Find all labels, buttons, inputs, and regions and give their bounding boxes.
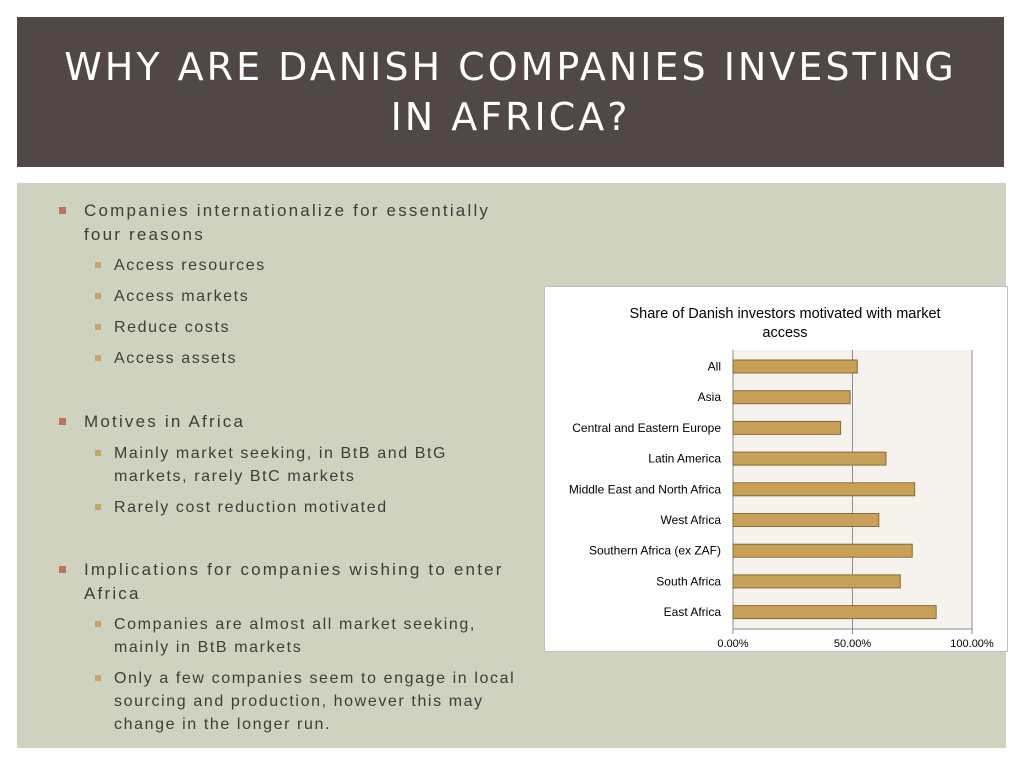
bullet-text: Motives in Africa — [84, 412, 246, 431]
category-label: Southern Africa (ex ZAF) — [589, 544, 721, 558]
bar — [732, 451, 887, 466]
bullet-text: Reduce costs — [114, 319, 231, 336]
chart-container: Share of Danish investors motivated with… — [544, 286, 1008, 652]
plot-area: 0.00% 50.00% 100.00% All Asia Central and Eas… — [569, 350, 994, 650]
square-bullet-icon — [95, 621, 101, 627]
square-bullet-icon — [59, 207, 66, 214]
bar — [732, 482, 916, 497]
bar — [732, 420, 842, 435]
square-bullet-icon — [95, 504, 101, 510]
category-label: West Africa — [661, 513, 722, 527]
bar — [732, 513, 880, 527]
bullet-level2: Access assets — [57, 347, 527, 370]
bullet-level1: Implications for companies wishing to en… — [57, 558, 527, 606]
category-label: Asia — [698, 390, 722, 404]
chart-title-line: Share of Danish investors motivated with… — [629, 306, 940, 322]
slide-title: WHY ARE DANISH COMPANIES INVESTING IN AF… — [64, 45, 957, 139]
title-bar: WHY ARE DANISH COMPANIES INVESTING IN AF… — [17, 17, 1004, 167]
bar — [732, 574, 901, 589]
bullet-text: Access resources — [114, 257, 266, 274]
bar — [732, 605, 937, 620]
bullet-text: Only a few companies seem to engage in l… — [114, 670, 516, 733]
bullet-level2: Companies are almost all market seeking,… — [57, 613, 527, 659]
bullet-text: Rarely cost reduction motivated — [114, 499, 388, 516]
x-tick-label: 50.00% — [834, 638, 872, 650]
bullet-text: Mainly market seeking, in BtB and BtG ma… — [114, 445, 448, 485]
bullet-level2: Mainly market seeking, in BtB and BtG ma… — [57, 442, 527, 488]
chart-title-line: access — [762, 325, 807, 341]
bullet-list: Companies internationalize for essential… — [57, 199, 527, 736]
category-label: Latin America — [648, 452, 721, 466]
bullet-level1: Companies internationalize for essential… — [57, 199, 527, 247]
square-bullet-icon — [95, 675, 101, 681]
square-bullet-icon — [59, 566, 66, 573]
square-bullet-icon — [95, 450, 101, 456]
category-label: East Africa — [664, 605, 722, 619]
bullet-level2: Rarely cost reduction motivated — [57, 496, 527, 519]
square-bullet-icon — [95, 355, 101, 361]
bar-chart: Share of Danish investors motivated with… — [569, 306, 994, 650]
bullet-level2: Access resources — [57, 254, 527, 277]
category-label: All — [708, 360, 721, 374]
chart-title: Share of Danish investors motivated with… — [629, 306, 940, 341]
square-bullet-icon — [95, 262, 101, 268]
bar — [732, 543, 913, 558]
bullet-text: Companies internationalize for essential… — [84, 201, 491, 244]
bar — [732, 359, 858, 374]
square-bullet-icon — [95, 293, 101, 299]
bullet-level1: Motives in Africa — [57, 410, 527, 434]
bar — [732, 390, 851, 405]
square-bullet-icon — [59, 418, 66, 425]
bullet-text: Companies are almost all market seeking,… — [114, 616, 476, 656]
bullet-text: Access markets — [114, 288, 250, 305]
square-bullet-icon — [95, 324, 101, 330]
category-label: South Africa — [656, 574, 721, 588]
bullet-text: Implications for companies wishing to en… — [84, 560, 504, 603]
x-tick-label: 100.00% — [950, 638, 994, 650]
bullet-level2: Reduce costs — [57, 316, 527, 339]
x-tick-label: 0.00% — [717, 638, 748, 650]
category-label: Central and Eastern Europe — [572, 421, 721, 435]
category-label: Middle East and North Africa — [569, 482, 721, 496]
bullet-level2: Only a few companies seem to engage in l… — [57, 667, 527, 736]
bullet-level2: Access markets — [57, 285, 527, 308]
bullet-text: Access assets — [114, 350, 238, 367]
